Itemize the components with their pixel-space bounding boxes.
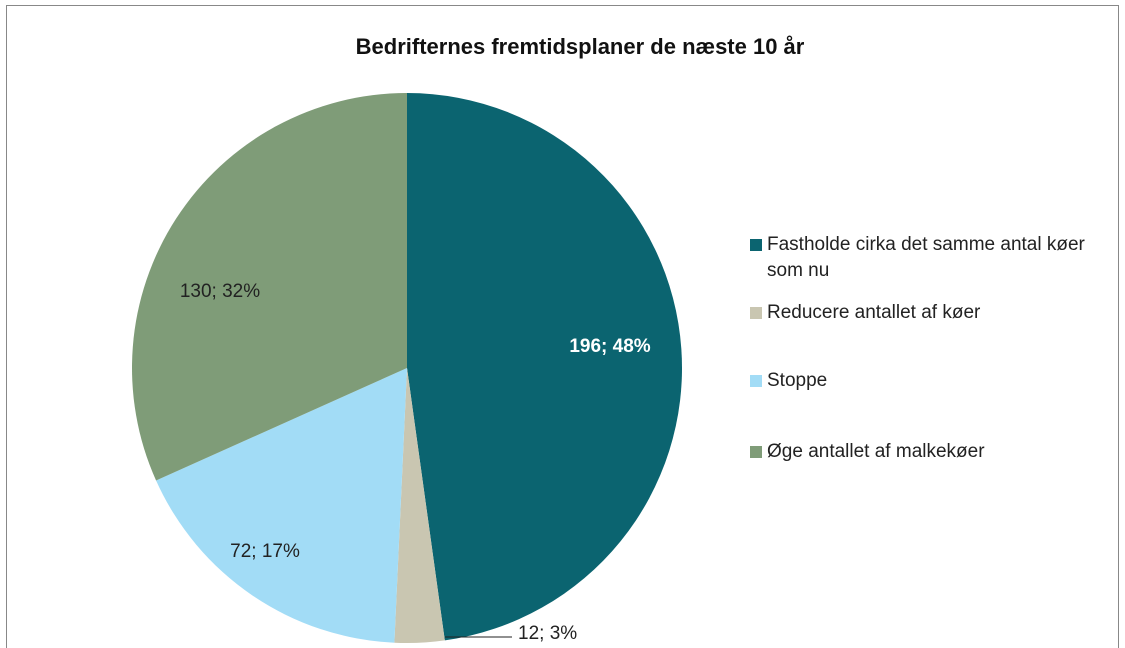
pie-slice <box>156 368 407 643</box>
data-label: 12; 3% <box>518 623 577 644</box>
legend-label: Reducere antallet af køer <box>767 302 981 323</box>
legend-swatch <box>750 375 762 387</box>
legend-item: Stoppe <box>750 368 1120 394</box>
legend-swatch <box>750 446 762 458</box>
pie-slice <box>407 93 682 641</box>
legend-swatch <box>750 307 762 319</box>
data-label: 72; 17% <box>230 541 300 562</box>
legend-item: Reducere antallet af køer <box>750 300 1120 326</box>
legend-swatch <box>750 239 762 251</box>
chart-title: Bedrifternes fremtidsplaner de næste 10 … <box>356 34 805 59</box>
legend-label: Fastholde cirka det samme antal køer som… <box>767 234 1085 281</box>
data-label: 196; 48% <box>569 336 650 357</box>
pie-slice <box>394 368 445 643</box>
chart-border <box>6 5 1119 648</box>
legend-item: Øge antallet af malkekøer <box>750 439 1120 465</box>
data-label: 130; 32% <box>180 281 260 302</box>
pie-slice <box>132 93 407 481</box>
legend-label: Øge antallet af malkekøer <box>767 441 985 462</box>
legend-item: Fastholde cirka det samme antal køer som… <box>750 232 1120 284</box>
legend-label: Stoppe <box>767 370 828 391</box>
